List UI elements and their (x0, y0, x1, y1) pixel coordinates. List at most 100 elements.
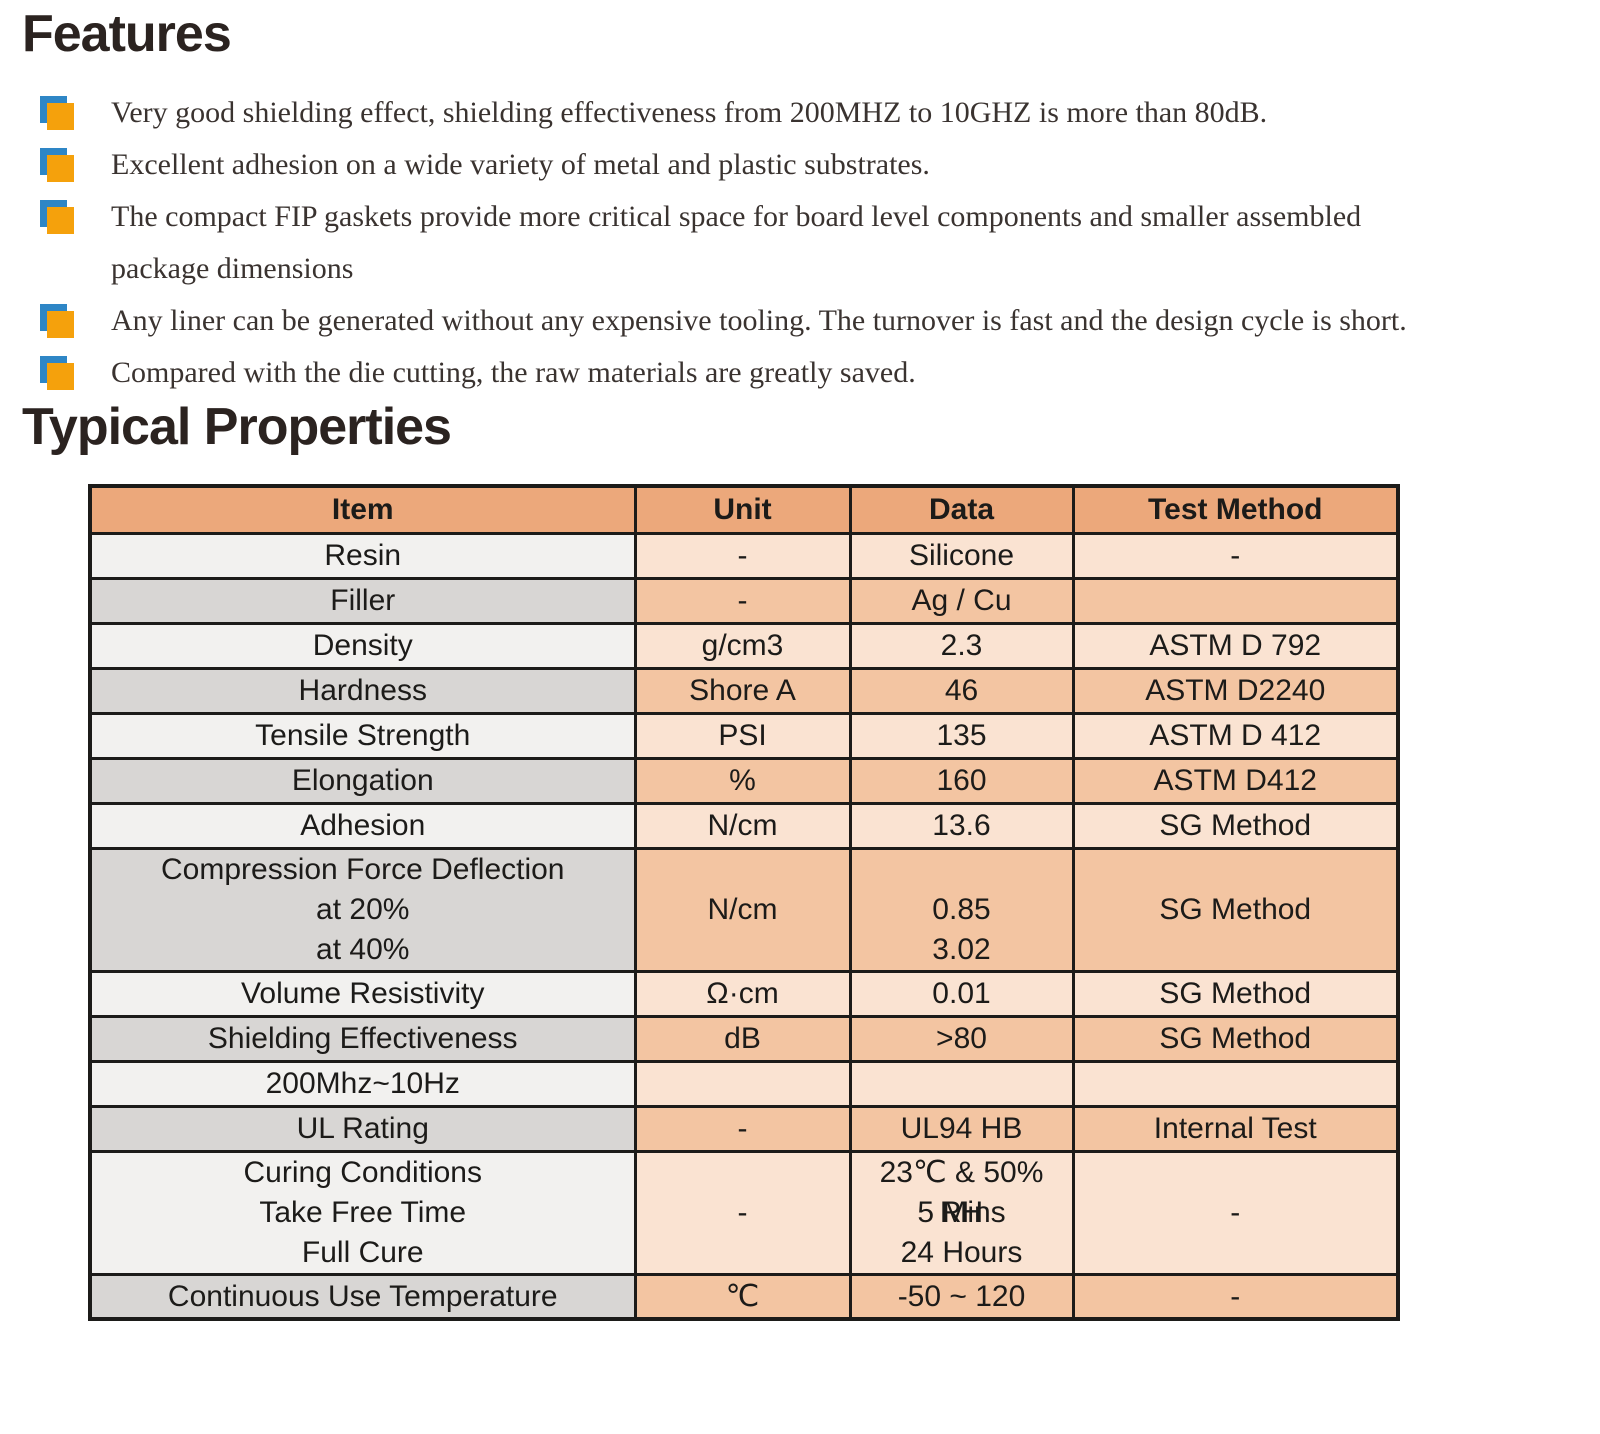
cell-line: Curing Conditions (243, 1155, 482, 1189)
table-row: Hardness Shore A 46 ASTM D2240 (88, 666, 1400, 715)
cell-unit (633, 1059, 852, 1108)
feature-bullet-line: package dimensions (111, 252, 354, 286)
cell-line: Full Cure (301, 1235, 424, 1269)
cell-item: Shielding Effectiveness (88, 1014, 637, 1063)
cell-test: Internal Test (1071, 1104, 1400, 1153)
cell-data (848, 1059, 1075, 1108)
cell-test: ASTM D2240 (1071, 666, 1400, 715)
feature-bullet-text: Excellent adhesion on a wide variety of … (111, 139, 930, 191)
features-list: Very good shielding effect, shielding ef… (0, 87, 1600, 399)
table-header-row: Item Unit Data Test Method (88, 484, 1400, 535)
feature-bullet-text: Compared with the die cutting, the raw m… (111, 347, 916, 399)
table-row: Filler - Ag / Cu (88, 576, 1400, 625)
cell-data: >80 (848, 1014, 1075, 1063)
feature-bullet-item: The compact FIP gaskets provide more cri… (40, 191, 1600, 295)
cell-test (1071, 1059, 1400, 1108)
column-header-test-method: Test Method (1071, 484, 1400, 535)
table-body: Resin - Silicone - Filler - Ag / Cu Density g/cm… (88, 531, 1400, 1321)
bullet-square-icon (40, 356, 75, 391)
cell-data: Silicone (848, 531, 1075, 580)
cell-data: 2.3 (848, 621, 1075, 670)
feature-bullet-line: Excellent adhesion on a wide variety of … (111, 148, 930, 182)
cell-item: Volume Resistivity (88, 969, 637, 1018)
cell-item: Elongation (88, 756, 637, 805)
cell-data: 23℃ & 50% RH 5 Mins 24 Hours (848, 1149, 1075, 1276)
cell-data: UL94 HB (848, 1104, 1075, 1153)
cell-unit: PSI (633, 711, 852, 760)
column-header-item: Item (88, 484, 637, 535)
table-row: Shielding Effectiveness dB >80 SG Method (88, 1014, 1400, 1063)
cell-test: - (1071, 531, 1400, 580)
bullet-square-icon (40, 304, 75, 339)
cell-unit: - (633, 531, 852, 580)
cell-item: 200Mhz~10Hz (88, 1059, 637, 1108)
cell-test: SG Method (1071, 969, 1400, 1018)
cell-unit: - (633, 1149, 852, 1276)
cell-item: Hardness (88, 666, 637, 715)
column-header-data: Data (848, 484, 1075, 535)
table-row: Density g/cm3 2.3 ASTM D 792 (88, 621, 1400, 670)
cell-unit: Shore A (633, 666, 852, 715)
cell-unit: N/cm (633, 846, 852, 973)
cell-test: - (1071, 1272, 1400, 1321)
cell-item: Adhesion (88, 801, 637, 850)
cell-line (858, 851, 1066, 890)
cell-data: -50 ~ 120 (848, 1272, 1075, 1321)
table-row: Tensile Strength PSI 135 ASTM D 412 (88, 711, 1400, 760)
cell-item: Compression Force Deflection at 20% at 40% (88, 846, 637, 973)
cell-line: Compression Force Deflection (161, 852, 565, 886)
feature-bullet-item: Any liner can be generated without any e… (40, 295, 1600, 347)
feature-bullet-item: Very good shielding effect, shielding ef… (40, 87, 1600, 139)
cell-item: Filler (88, 576, 637, 625)
column-header-unit: Unit (633, 484, 852, 535)
cell-item: Curing Conditions Take Free Time Full Cure (88, 1149, 637, 1276)
cell-line: 5 Mins (917, 1195, 1006, 1229)
cell-test: ASTM D 792 (1071, 621, 1400, 670)
cell-test: SG Method (1071, 1014, 1400, 1063)
table-row: Adhesion N/cm 13.6 SG Method (88, 801, 1400, 850)
cell-unit: N/cm (633, 801, 852, 850)
table-row: Resin - Silicone - (88, 531, 1400, 580)
cell-item: Resin (88, 531, 637, 580)
cell-data: Ag / Cu (848, 576, 1075, 625)
table-row: Curing Conditions Take Free Time Full Cure… (88, 1149, 1400, 1276)
cell-line: 24 Hours (900, 1235, 1023, 1269)
cell-data: 46 (848, 666, 1075, 715)
table-row: 200Mhz~10Hz (88, 1059, 1400, 1108)
typical-properties-table: Item Unit Data Test Method Resin - Silicon… (88, 484, 1400, 1322)
bullet-square-icon (40, 148, 75, 183)
cell-data: 13.6 (848, 801, 1075, 850)
bullet-square-icon (40, 96, 75, 131)
feature-bullet-line: The compact FIP gaskets provide more cri… (111, 200, 1362, 234)
cell-unit: ℃ (633, 1272, 852, 1321)
cell-data: 135 (848, 711, 1075, 760)
cell-test: ASTM D 412 (1071, 711, 1400, 760)
cell-test: SG Method (1071, 801, 1400, 850)
cell-item: Density (88, 621, 637, 670)
table-row: Volume Resistivity Ω·cm 0.01 SG Method (88, 969, 1400, 1018)
table-row: Elongation% 160 ASTM D412 (88, 756, 1400, 805)
cell-test: SG Method (1071, 846, 1400, 973)
cell-line: 23℃ & 50% RH (879, 1155, 1044, 1229)
cell-item: UL Rating (88, 1104, 637, 1153)
cell-unit: dB (633, 1014, 852, 1063)
feature-bullet-line: Compared with the die cutting, the raw m… (111, 356, 916, 390)
cell-data: 160 (848, 756, 1075, 805)
datasheet-page: Features Very good shielding effect, shi… (0, 5, 1600, 1322)
cell-test (1071, 576, 1400, 625)
cell-unit: - (633, 576, 852, 625)
cell-line: Take Free Time (259, 1195, 467, 1229)
typical-properties-title: Typical Properties (22, 398, 452, 457)
cell-item: Continuous Use Temperature (88, 1272, 637, 1321)
feature-bullet-item: Compared with the die cutting, the raw m… (40, 347, 1600, 399)
table-row: UL Rating - UL94 HB Internal Test (88, 1104, 1400, 1153)
cell-unit: g/cm3 (633, 621, 852, 670)
feature-bullet-line: Very good shielding effect, shielding ef… (111, 96, 1268, 130)
cell-unit: % (633, 756, 852, 805)
cell-unit: Ω·cm (633, 969, 852, 1018)
cell-line: 3.02 (932, 932, 991, 966)
cell-line: at 20% (316, 892, 410, 926)
feature-bullet-text: Very good shielding effect, shielding ef… (111, 87, 1267, 139)
table-row: Compression Force Deflection at 20% at 40%… (88, 846, 1400, 973)
feature-bullet-line: Any liner can be generated without any e… (111, 304, 1407, 338)
